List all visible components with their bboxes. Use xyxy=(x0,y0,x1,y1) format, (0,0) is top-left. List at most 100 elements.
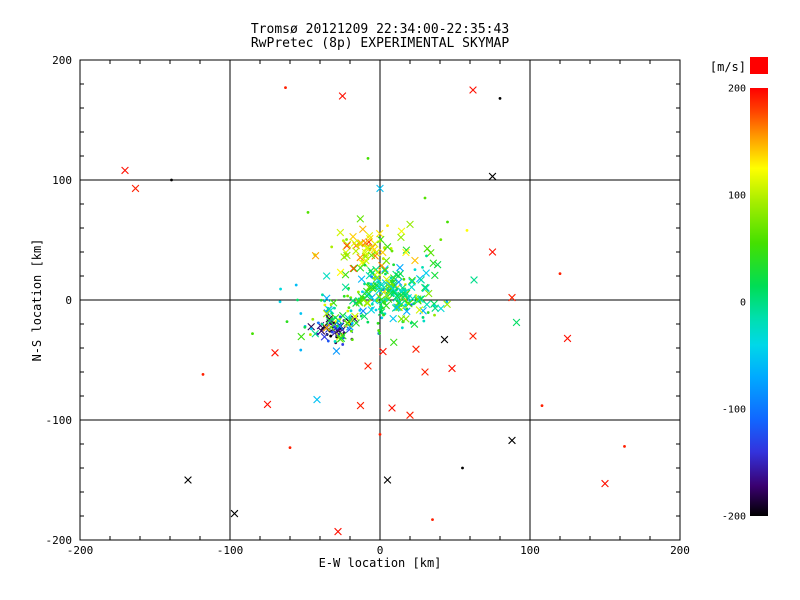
scatter-point xyxy=(348,316,352,320)
scatter-point xyxy=(429,259,438,267)
scatter-point xyxy=(251,332,254,335)
scatter-point xyxy=(381,266,389,275)
scatter-point xyxy=(461,466,464,470)
scatter-points xyxy=(121,86,626,536)
scatter-point xyxy=(446,220,449,224)
scatter-point xyxy=(347,306,351,310)
scatter-point xyxy=(307,322,315,331)
scatter-point xyxy=(349,309,353,313)
scatter-point xyxy=(385,282,393,291)
scatter-point xyxy=(431,518,434,521)
scatter-point xyxy=(346,322,354,331)
scatter-point xyxy=(395,303,403,312)
scatter-point xyxy=(361,290,364,294)
axis-ticks xyxy=(79,59,681,541)
colorbar-max-swatch xyxy=(750,57,768,74)
scatter-point xyxy=(601,479,609,488)
scatter-point xyxy=(379,297,388,306)
scatter-point xyxy=(392,294,401,302)
scatter-point xyxy=(341,283,350,291)
scatter-point xyxy=(317,321,320,325)
scatter-point xyxy=(333,340,337,343)
scatter-point xyxy=(313,395,321,404)
scatter-point xyxy=(350,239,359,247)
scatter-point xyxy=(322,323,331,332)
x-tick-label: -100 xyxy=(217,544,244,557)
scatter-point xyxy=(325,316,334,325)
colorbar-tick-label: 200 xyxy=(728,84,746,95)
scatter-point xyxy=(309,327,313,331)
y-tick-label: 200 xyxy=(52,54,72,67)
scatter-point xyxy=(376,184,384,193)
scatter-point xyxy=(376,321,380,325)
scatter-point xyxy=(392,263,396,267)
scatter-point xyxy=(377,280,386,289)
x-axis-label: E-W location [km] xyxy=(318,556,442,570)
x-tick-label: 200 xyxy=(670,544,690,557)
scatter-point xyxy=(396,263,404,272)
scatter-point xyxy=(405,307,409,311)
scatter-point xyxy=(374,308,378,312)
scatter-point xyxy=(356,215,365,223)
scatter-point xyxy=(370,306,374,310)
scatter-point xyxy=(320,322,324,326)
colorbar-tick-label: 0 xyxy=(740,298,746,309)
scatter-point xyxy=(415,306,424,314)
scatter-point xyxy=(448,364,456,373)
scatter-point xyxy=(366,320,370,324)
scatter-point xyxy=(470,276,478,284)
scatter-point xyxy=(488,172,497,181)
scatter-point xyxy=(263,400,272,409)
scatter-point xyxy=(359,314,363,318)
scatter-point xyxy=(359,225,367,234)
scatter-point xyxy=(359,298,362,301)
scatter-point xyxy=(424,289,433,298)
scatter-point xyxy=(440,335,449,344)
scatter-point xyxy=(372,276,376,280)
scatter-point xyxy=(406,411,414,419)
scatter-point xyxy=(184,476,192,484)
scatter-point xyxy=(407,283,416,291)
scatter-point xyxy=(284,86,287,89)
scatter-point xyxy=(356,290,360,294)
scatter-point xyxy=(384,272,387,276)
colorbar-label: [m/s] xyxy=(709,60,746,74)
scatter-point xyxy=(299,312,303,315)
scatter-point xyxy=(321,293,324,297)
scatter-point xyxy=(366,234,374,243)
scatter-point xyxy=(439,238,443,242)
scatter-point xyxy=(401,291,409,300)
scatter-point xyxy=(336,322,344,330)
scatter-point xyxy=(341,343,345,346)
scatter-point xyxy=(230,509,239,518)
scatter-point xyxy=(354,314,358,318)
scatter-point xyxy=(329,302,333,306)
y-tick-labels: -200 -100 0 100 200 xyxy=(46,54,73,547)
scatter-point xyxy=(311,329,320,338)
scatter-point xyxy=(363,292,371,300)
scatter-point xyxy=(338,315,342,319)
scatter-point xyxy=(408,294,417,303)
scatter-point xyxy=(330,245,334,249)
scatter-point xyxy=(400,326,404,330)
scatter-point xyxy=(362,256,370,265)
scatter-point xyxy=(422,269,430,277)
scatter-point xyxy=(423,244,432,253)
x-tick-label: 100 xyxy=(520,544,540,557)
scatter-point xyxy=(393,303,401,311)
x-tick-label: 0 xyxy=(377,544,384,557)
plot-subtitle: RwPretec (8p) EXPERIMENTAL SKYMAP xyxy=(250,36,510,51)
scatter-point xyxy=(375,299,379,303)
scatter-point xyxy=(390,249,394,253)
scatter-point xyxy=(392,270,400,279)
scatter-point xyxy=(404,303,408,307)
scatter-point xyxy=(362,251,370,259)
scatter-point xyxy=(285,320,289,323)
scatter-point xyxy=(389,314,397,323)
scatter-point xyxy=(410,320,419,328)
scatter-point xyxy=(563,334,572,343)
scatter-point xyxy=(379,308,383,312)
scatter-point xyxy=(376,235,385,244)
scatter-point xyxy=(349,297,357,305)
